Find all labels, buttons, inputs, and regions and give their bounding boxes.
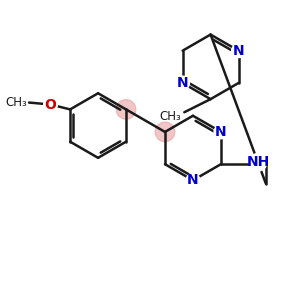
- Circle shape: [44, 98, 57, 111]
- Circle shape: [214, 125, 228, 139]
- Circle shape: [176, 76, 190, 90]
- Text: NH: NH: [247, 155, 270, 169]
- Text: CH₃: CH₃: [160, 110, 182, 123]
- Text: N: N: [215, 125, 227, 139]
- Circle shape: [116, 100, 136, 119]
- Text: N: N: [187, 173, 199, 187]
- Circle shape: [249, 153, 267, 171]
- Text: N: N: [177, 76, 188, 90]
- Circle shape: [186, 173, 200, 187]
- Text: CH₃: CH₃: [5, 96, 27, 109]
- Text: N: N: [233, 44, 244, 58]
- Text: O: O: [45, 98, 56, 112]
- Circle shape: [155, 122, 175, 142]
- Circle shape: [232, 44, 245, 58]
